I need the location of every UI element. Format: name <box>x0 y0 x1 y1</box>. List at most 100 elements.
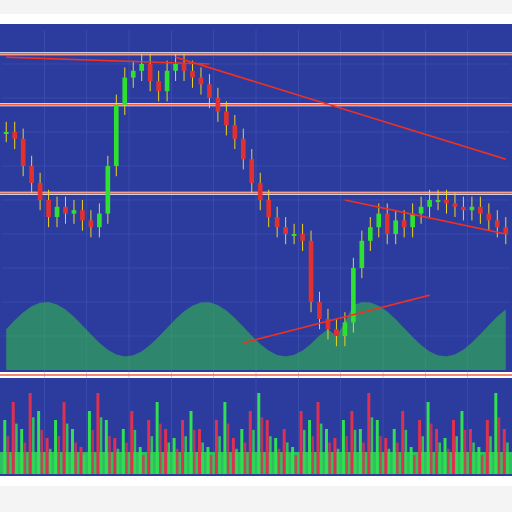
candle-body-58 <box>494 220 500 228</box>
volume-bar-54 <box>460 411 464 474</box>
volume-bar-35 <box>299 411 303 474</box>
candle-body-56 <box>478 206 483 214</box>
volume-bar-27 <box>231 438 235 474</box>
volume-bar-5 <box>45 438 49 474</box>
volume-bar-2 <box>20 429 24 474</box>
volume-bar-42 <box>358 429 362 474</box>
volume-bar-alt-9 <box>82 455 86 474</box>
candle-body-37 <box>317 302 322 319</box>
lower-glow-area <box>6 302 506 370</box>
candle-body-14 <box>122 77 128 105</box>
candle-body-19 <box>164 70 170 92</box>
volume-bar-46 <box>392 429 396 474</box>
volume-bar-alt-27 <box>235 448 238 474</box>
volume-bar-alt-20 <box>175 448 179 474</box>
volume-bar-7 <box>62 402 66 474</box>
volume-base-band <box>0 452 512 474</box>
candle-body-21 <box>181 64 187 71</box>
trend-line-3 <box>344 199 506 235</box>
volume-bar-30 <box>257 393 261 474</box>
volume-bar-51 <box>435 429 439 474</box>
candle-body-34 <box>291 234 297 236</box>
candle-body-0 <box>3 132 9 134</box>
candle-body-3 <box>29 166 34 183</box>
volume-bar-alt-42 <box>362 442 365 474</box>
volume-bar-39 <box>333 438 337 474</box>
candle-body-11 <box>97 213 102 228</box>
candle-body-10 <box>88 220 94 228</box>
volume-bar-31 <box>265 420 269 474</box>
volume-bar-4 <box>37 411 41 474</box>
volume-bar-48 <box>409 447 413 474</box>
volume-bar-alt-45 <box>387 448 391 474</box>
candle-body-44 <box>376 213 382 228</box>
volume-bar-alt-8 <box>74 442 77 474</box>
volume-bar-alt-53 <box>455 436 458 474</box>
candle-body-39 <box>334 329 339 336</box>
candle-body-51 <box>435 200 441 202</box>
volume-bar-alt-16 <box>142 455 145 474</box>
volume-bar-17 <box>147 420 151 474</box>
volume-bar-alt-52 <box>446 448 450 474</box>
candle-body-17 <box>147 64 153 81</box>
volume-bar-alt-37 <box>319 423 323 474</box>
volume-bar-alt-22 <box>192 429 196 474</box>
volume-bar-9 <box>79 447 83 474</box>
volume-bar-56 <box>477 447 481 474</box>
volume-bar-22 <box>189 411 193 474</box>
volume-bar-alt-31 <box>269 436 272 474</box>
volume-bar-alt-32 <box>277 448 281 474</box>
horizontal-levels <box>0 52 512 376</box>
volume-bars <box>0 393 512 474</box>
volume-bar-alt-54 <box>463 429 467 474</box>
volume-bar-23 <box>198 429 201 474</box>
candle-body-18 <box>156 81 161 92</box>
candle-body-46 <box>393 220 399 234</box>
candle-body-48 <box>410 213 415 228</box>
volume-bar-alt-41 <box>353 429 357 474</box>
volume-bar-alt-25 <box>218 436 221 474</box>
candle-body-25 <box>215 98 221 112</box>
volume-bar-41 <box>350 411 354 474</box>
volume-bar-24 <box>206 447 210 474</box>
volume-bar-alt-2 <box>23 442 27 474</box>
candle-body-5 <box>46 200 51 217</box>
volume-bar-44 <box>375 420 379 474</box>
candle-body-26 <box>224 111 229 126</box>
volume-bar-alt-19 <box>167 442 171 474</box>
candle-body-36 <box>308 240 314 302</box>
candle-body-30 <box>257 183 263 200</box>
volume-bar-55 <box>468 429 472 474</box>
volume-bar-alt-40 <box>345 436 348 474</box>
candle-body-41 <box>351 268 356 323</box>
trend-lines <box>6 56 507 344</box>
volume-bar-alt-1 <box>15 423 18 474</box>
volume-bar-alt-14 <box>125 442 128 474</box>
volume-bar-47 <box>401 411 405 474</box>
candle-body-29 <box>249 159 255 183</box>
candle-body-4 <box>37 183 43 200</box>
volume-bar-alt-39 <box>336 448 340 474</box>
volume-bar-33 <box>282 429 286 474</box>
volume-bar-34 <box>291 447 295 474</box>
volume-bar-45 <box>384 438 388 474</box>
volume-bar-alt-50 <box>429 423 433 474</box>
candle-body-24 <box>207 84 212 98</box>
volume-bar-alt-7 <box>65 423 69 474</box>
volume-bar-alt-15 <box>133 429 137 474</box>
candle-body-20 <box>173 64 178 71</box>
volume-bar-13 <box>113 438 117 474</box>
volume-bar-alt-28 <box>243 442 247 474</box>
volume-bar-18 <box>155 402 159 474</box>
candles <box>3 53 509 347</box>
volume-bar-alt-58 <box>497 417 501 474</box>
volume-bar-10 <box>87 411 91 474</box>
volume-bar-37 <box>316 402 320 474</box>
trend-line-0 <box>6 56 210 65</box>
volume-bar-alt-38 <box>328 442 331 474</box>
volume-bar-29 <box>248 411 252 474</box>
volume-bar-36 <box>308 420 312 474</box>
volume-bar-12 <box>104 420 108 474</box>
volume-bar-alt-26 <box>226 423 230 474</box>
volume-bar-57 <box>485 420 489 474</box>
